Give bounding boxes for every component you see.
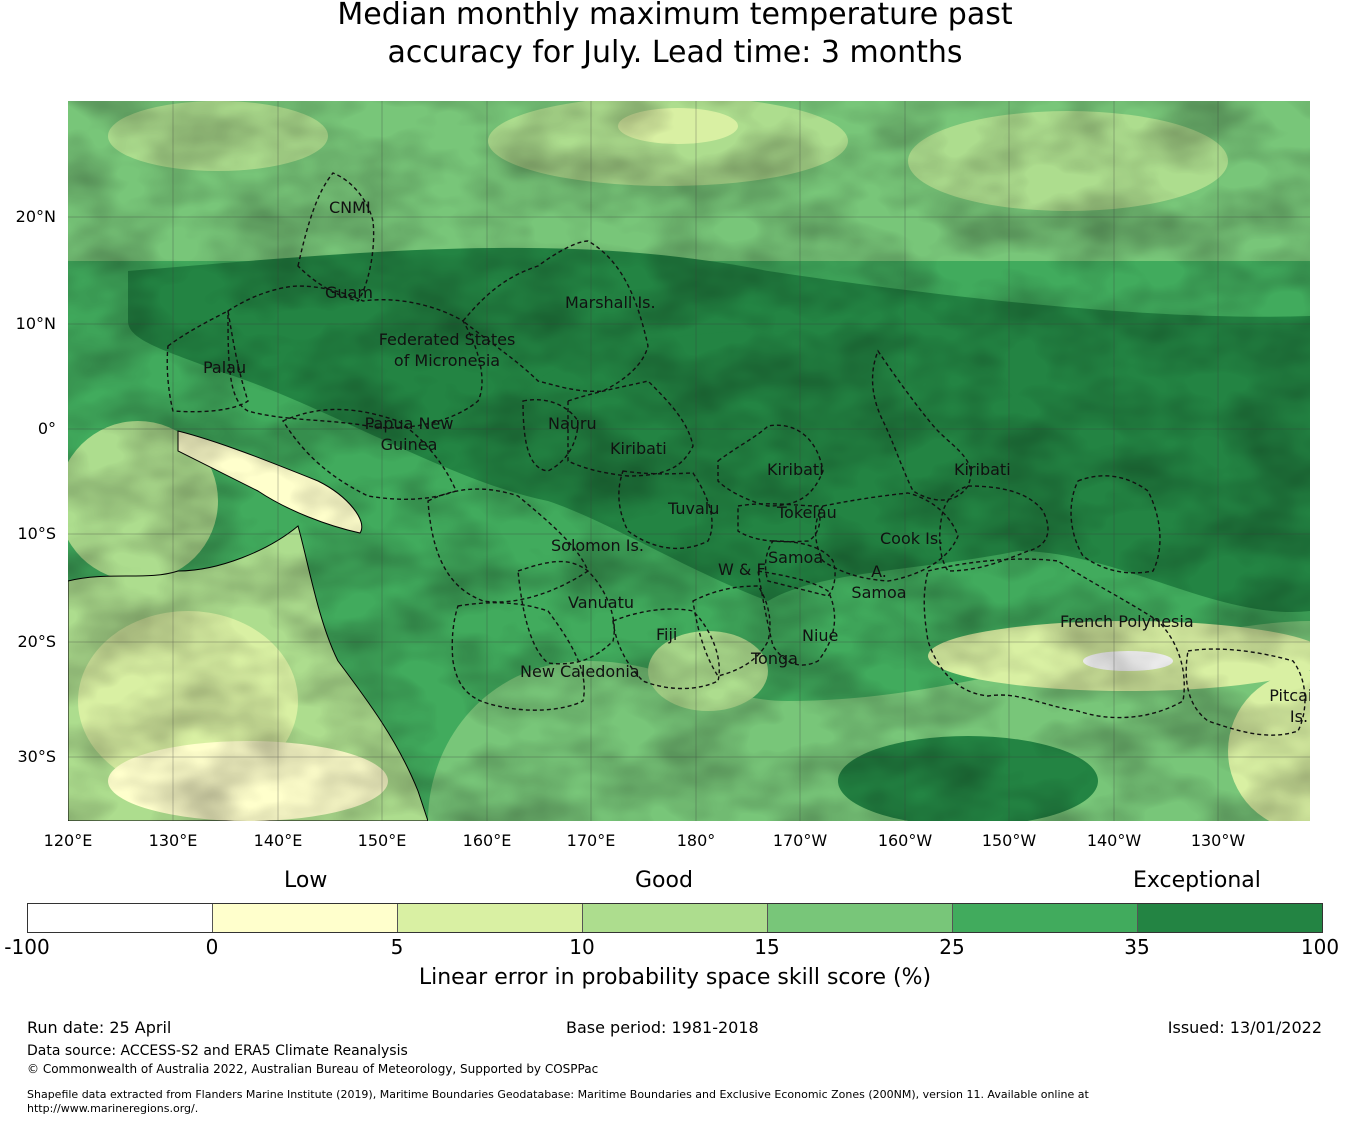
colorbar-tick: 15	[754, 935, 780, 959]
region-label-fiji: Fiji	[656, 625, 677, 644]
copyright: © Commonwealth of Australia 2022, Austra…	[27, 1062, 599, 1076]
region-label-guam: Guam	[325, 283, 373, 302]
lat-tick: 10°N	[15, 314, 56, 333]
colorbar-tick: 100	[1300, 935, 1340, 959]
region-labels: CNMI Guam Marshall Is. Federated States of M…	[203, 198, 1310, 726]
region-label-tonga: Tonga	[750, 649, 798, 668]
shapefile-credit: Shapefile data extracted from Flanders M…	[27, 1088, 1089, 1101]
colorbar-tick: -100	[4, 935, 50, 959]
colorbar-tick: 5	[390, 935, 404, 959]
region-label-kiribati: Kiribati	[610, 439, 667, 458]
legend-category-low: Low	[284, 868, 328, 893]
region-label-cook-is: Cook Is.	[880, 529, 943, 548]
region-label-marshall-is: Marshall Is.	[565, 293, 656, 312]
colorbar-segment	[213, 904, 398, 932]
region-label-new-caledonia: New Caledonia	[520, 662, 640, 681]
colorbar	[27, 903, 1323, 933]
lat-tick: 0°	[37, 419, 56, 438]
lon-tick: 120°E	[43, 831, 93, 850]
colorbar-segment	[953, 904, 1138, 932]
region-label-tuvalu: Tuvalu	[667, 499, 719, 518]
lat-tick: 20°N	[15, 207, 56, 226]
shapefile-url: http://www.marineregions.org/.	[27, 1102, 199, 1115]
region-label-vanuatu: Vanuatu	[568, 593, 634, 612]
lon-tick: 180°	[676, 831, 716, 850]
lon-tick: 150°W	[981, 831, 1037, 850]
region-label-pitcairn-is: PitcairnIs.	[1269, 686, 1310, 726]
colorbar-segment	[1138, 904, 1322, 932]
region-label-a-samoa: A. Samoa	[851, 562, 906, 602]
colorbar-segment	[28, 904, 213, 932]
texture-overlay	[68, 101, 1310, 821]
lon-tick: 170°W	[772, 831, 828, 850]
graticule	[68, 101, 1310, 821]
lon-tick: 140°W	[1086, 831, 1142, 850]
issued-date: Issued: 13/01/2022	[1167, 1018, 1322, 1037]
lon-tick: 130°E	[148, 831, 198, 850]
lon-tick: 170°E	[566, 831, 616, 850]
region-label-w-f: W & F	[718, 560, 766, 579]
region-label-palau: Palau	[203, 358, 246, 377]
region-label-federated-states-of-micronesia: Federated States of Micronesia	[379, 330, 516, 370]
legend-category-exceptional: Exceptional	[1133, 868, 1261, 893]
run-date: Run date: 25 April	[27, 1018, 172, 1037]
data-source: Data source: ACCESS-S2 and ERA5 Climate …	[27, 1043, 408, 1059]
lon-tick: 130°W	[1190, 831, 1246, 850]
eez-boundaries	[166, 172, 1306, 736]
colorbar-segment	[583, 904, 768, 932]
colorbar-tick: 35	[1124, 935, 1150, 959]
lat-tick: 20°S	[17, 632, 56, 651]
lon-tick: 160°W	[877, 831, 933, 850]
region-label-nauru: Nauru	[548, 414, 597, 433]
colorbar-label: Linear error in probability space skill …	[418, 965, 932, 990]
map-title-line-1: Median monthly maximum temperature past	[337, 0, 1013, 32]
colorbar-segment	[768, 904, 953, 932]
region-label-kiribati: Kiribati	[767, 460, 824, 479]
colorbar-tick: 10	[569, 935, 595, 959]
colorbar-segment	[398, 904, 583, 932]
base-period: Base period: 1981-2018	[566, 1018, 759, 1037]
lat-tick: 30°S	[17, 747, 56, 766]
colorbar-tick: 25	[939, 935, 965, 959]
region-label-papua-new-guinea: Papua New Guinea	[365, 414, 454, 454]
lon-tick: 160°E	[462, 831, 512, 850]
region-label-kiribati: Kiribati	[954, 460, 1011, 479]
region-label-cnmi: CNMI	[329, 198, 371, 217]
lat-tick: 10°S	[17, 524, 56, 543]
colorbar-tick: 0	[205, 935, 219, 959]
region-label-french-polynesia: French Polynesia	[1060, 612, 1194, 631]
map-title-line-2: accuracy for July. Lead time: 3 months	[387, 35, 963, 70]
lon-tick: 140°E	[253, 831, 303, 850]
legend-category-good: Good	[635, 868, 693, 893]
region-label-tokelau: Tokelau	[776, 503, 837, 522]
lon-tick: 150°E	[357, 831, 407, 850]
region-label-niue: Niue	[802, 626, 838, 645]
region-label-solomon-is: Solomon Is.	[551, 536, 644, 555]
skill-score-map: CNMI Guam Marshall Is. Federated States of M…	[68, 101, 1310, 821]
region-label-samoa: Samoa	[768, 548, 823, 567]
